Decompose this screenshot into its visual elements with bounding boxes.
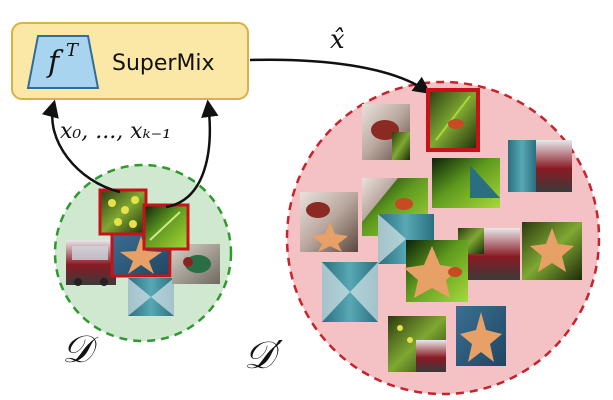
target-thumb-highlight — [426, 88, 480, 152]
supermix-label: SuperMix — [112, 51, 215, 76]
source-thumbnails — [66, 188, 220, 316]
target-thumb-leaf-wide — [432, 158, 500, 208]
output-arrow — [249, 58, 431, 95]
target-thumb-bird — [362, 104, 410, 160]
target-thumb-bird-starfish — [300, 192, 358, 252]
input-arrow-right — [165, 99, 219, 209]
output-label: x̂ — [330, 25, 345, 55]
target-thumb-bus-fabric — [508, 140, 572, 192]
thumb-fabric — [128, 278, 174, 316]
teacher-model-superscript: T — [66, 40, 80, 61]
target-dataset-label: 𝒟′ — [244, 333, 283, 377]
thumb-leaf — [142, 203, 190, 251]
target-thumb-starfish-flowers — [522, 222, 582, 280]
thumb-bus — [66, 240, 116, 286]
inputs-label: x₀, ..., xₖ₋₁ — [60, 119, 171, 144]
target-thumb-starfish-leaf — [404, 240, 468, 302]
teacher-model-trapezoid — [26, 35, 100, 89]
target-thumb-flowers-bus — [388, 316, 446, 372]
target-thumb-starfish-blue — [456, 306, 506, 366]
thumb-flowers — [98, 188, 148, 236]
target-thumbnails — [300, 88, 582, 372]
source-dataset-label: 𝒟 — [62, 327, 99, 371]
input-arrow-left — [41, 99, 121, 194]
target-thumb-fabric-plain — [322, 262, 378, 322]
thumb-fly — [172, 244, 220, 284]
